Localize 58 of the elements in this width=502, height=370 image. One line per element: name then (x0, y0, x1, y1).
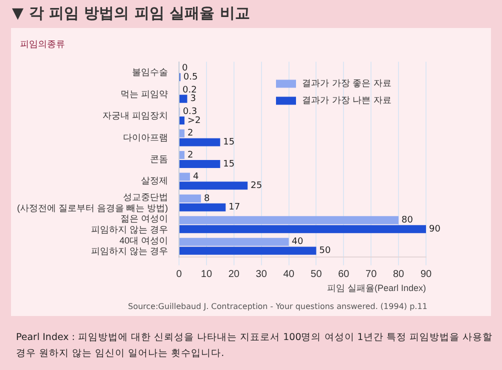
data-label: 2 (187, 128, 194, 139)
y-tick-label: 살정제 (140, 176, 168, 186)
data-label: 15 (223, 138, 235, 148)
x-tick-label: 50 (310, 268, 322, 280)
bar (179, 116, 184, 125)
data-label: 50 (319, 246, 331, 256)
data-label: 0.2 (182, 85, 197, 96)
bar (179, 94, 188, 103)
x-tick-label: 70 (366, 268, 378, 280)
bar (179, 246, 316, 255)
bar (179, 151, 184, 160)
chart-title: ▼ 각 피임 방법의 피임 실패율 비교 (12, 4, 250, 23)
x-tick-label: 20 (228, 268, 240, 280)
x-tick-label: 40 (283, 268, 295, 280)
x-tick-label: 10 (200, 268, 212, 280)
y-tick-label: 먹는 피임약 (120, 88, 168, 99)
bar (179, 203, 226, 212)
data-label: 4 (192, 172, 199, 182)
y-tick-label: 다이아프램 (122, 132, 168, 142)
bar (179, 216, 399, 224)
text: Pearl Index : 피임방법에 대한 신뢰성을 나타내는 지표로서 100명의 여성이 1년간 특정 피임방법을 사용할 경우 원하지 않는 임신이 일어나는 횟수입니다. (16, 331, 494, 361)
data-label: 15 (223, 159, 235, 170)
bar (179, 225, 426, 234)
data-label: >2 (187, 116, 201, 126)
y-tick-label: 자궁내 피임장치 (102, 110, 168, 121)
x-tick-label: 80 (392, 268, 405, 280)
bar (179, 194, 201, 202)
data-label: 25 (250, 181, 262, 192)
bar (179, 129, 184, 138)
data-label: 17 (228, 202, 240, 213)
data-label: 80 (402, 216, 414, 226)
legend-label: 결과가 가장 좋은 자료 (302, 79, 392, 90)
data-label: 2 (187, 150, 194, 160)
bar (179, 138, 220, 146)
x-tick-label: 90 (420, 268, 432, 280)
data-label: 40 (292, 237, 304, 248)
data-label: 3 (190, 94, 196, 104)
source-note: Source:Guillebaud J. Contraception - Your questions answered. (1994) p.11 (128, 302, 428, 311)
data-label: 0.5 (183, 72, 198, 82)
data-label: 8 (204, 194, 210, 204)
x-axis-title: 피임 실패율(Pearl Index) (326, 283, 426, 294)
legend-label: 결과가 가장 나쁜 자료 (302, 96, 392, 106)
data-label: 0.3 (182, 106, 198, 117)
x-tick-label: 60 (338, 268, 350, 280)
x-tick-label: 30 (256, 268, 268, 280)
y-tick-label: 성교중단법 (사정전에 질로부터 음경을 빼는 방법) (16, 192, 168, 213)
bar (179, 182, 248, 190)
y-tick-label: 콘돔 (150, 154, 168, 164)
bar (179, 160, 220, 168)
data-label: 0 (182, 64, 188, 74)
y-axis-title: 피임의종류 (20, 39, 65, 51)
bar (179, 238, 289, 246)
data-label: 90 (429, 224, 441, 234)
x-tick-label: 0 (176, 268, 182, 280)
y-tick-label: 젊은 여성이 피임하지 않는 경우 (90, 214, 168, 235)
y-tick-label: 40대 여성이 피임하지 않는 경우 (90, 235, 168, 256)
bar (179, 172, 190, 181)
y-tick-label: 불임수술 (132, 67, 168, 78)
